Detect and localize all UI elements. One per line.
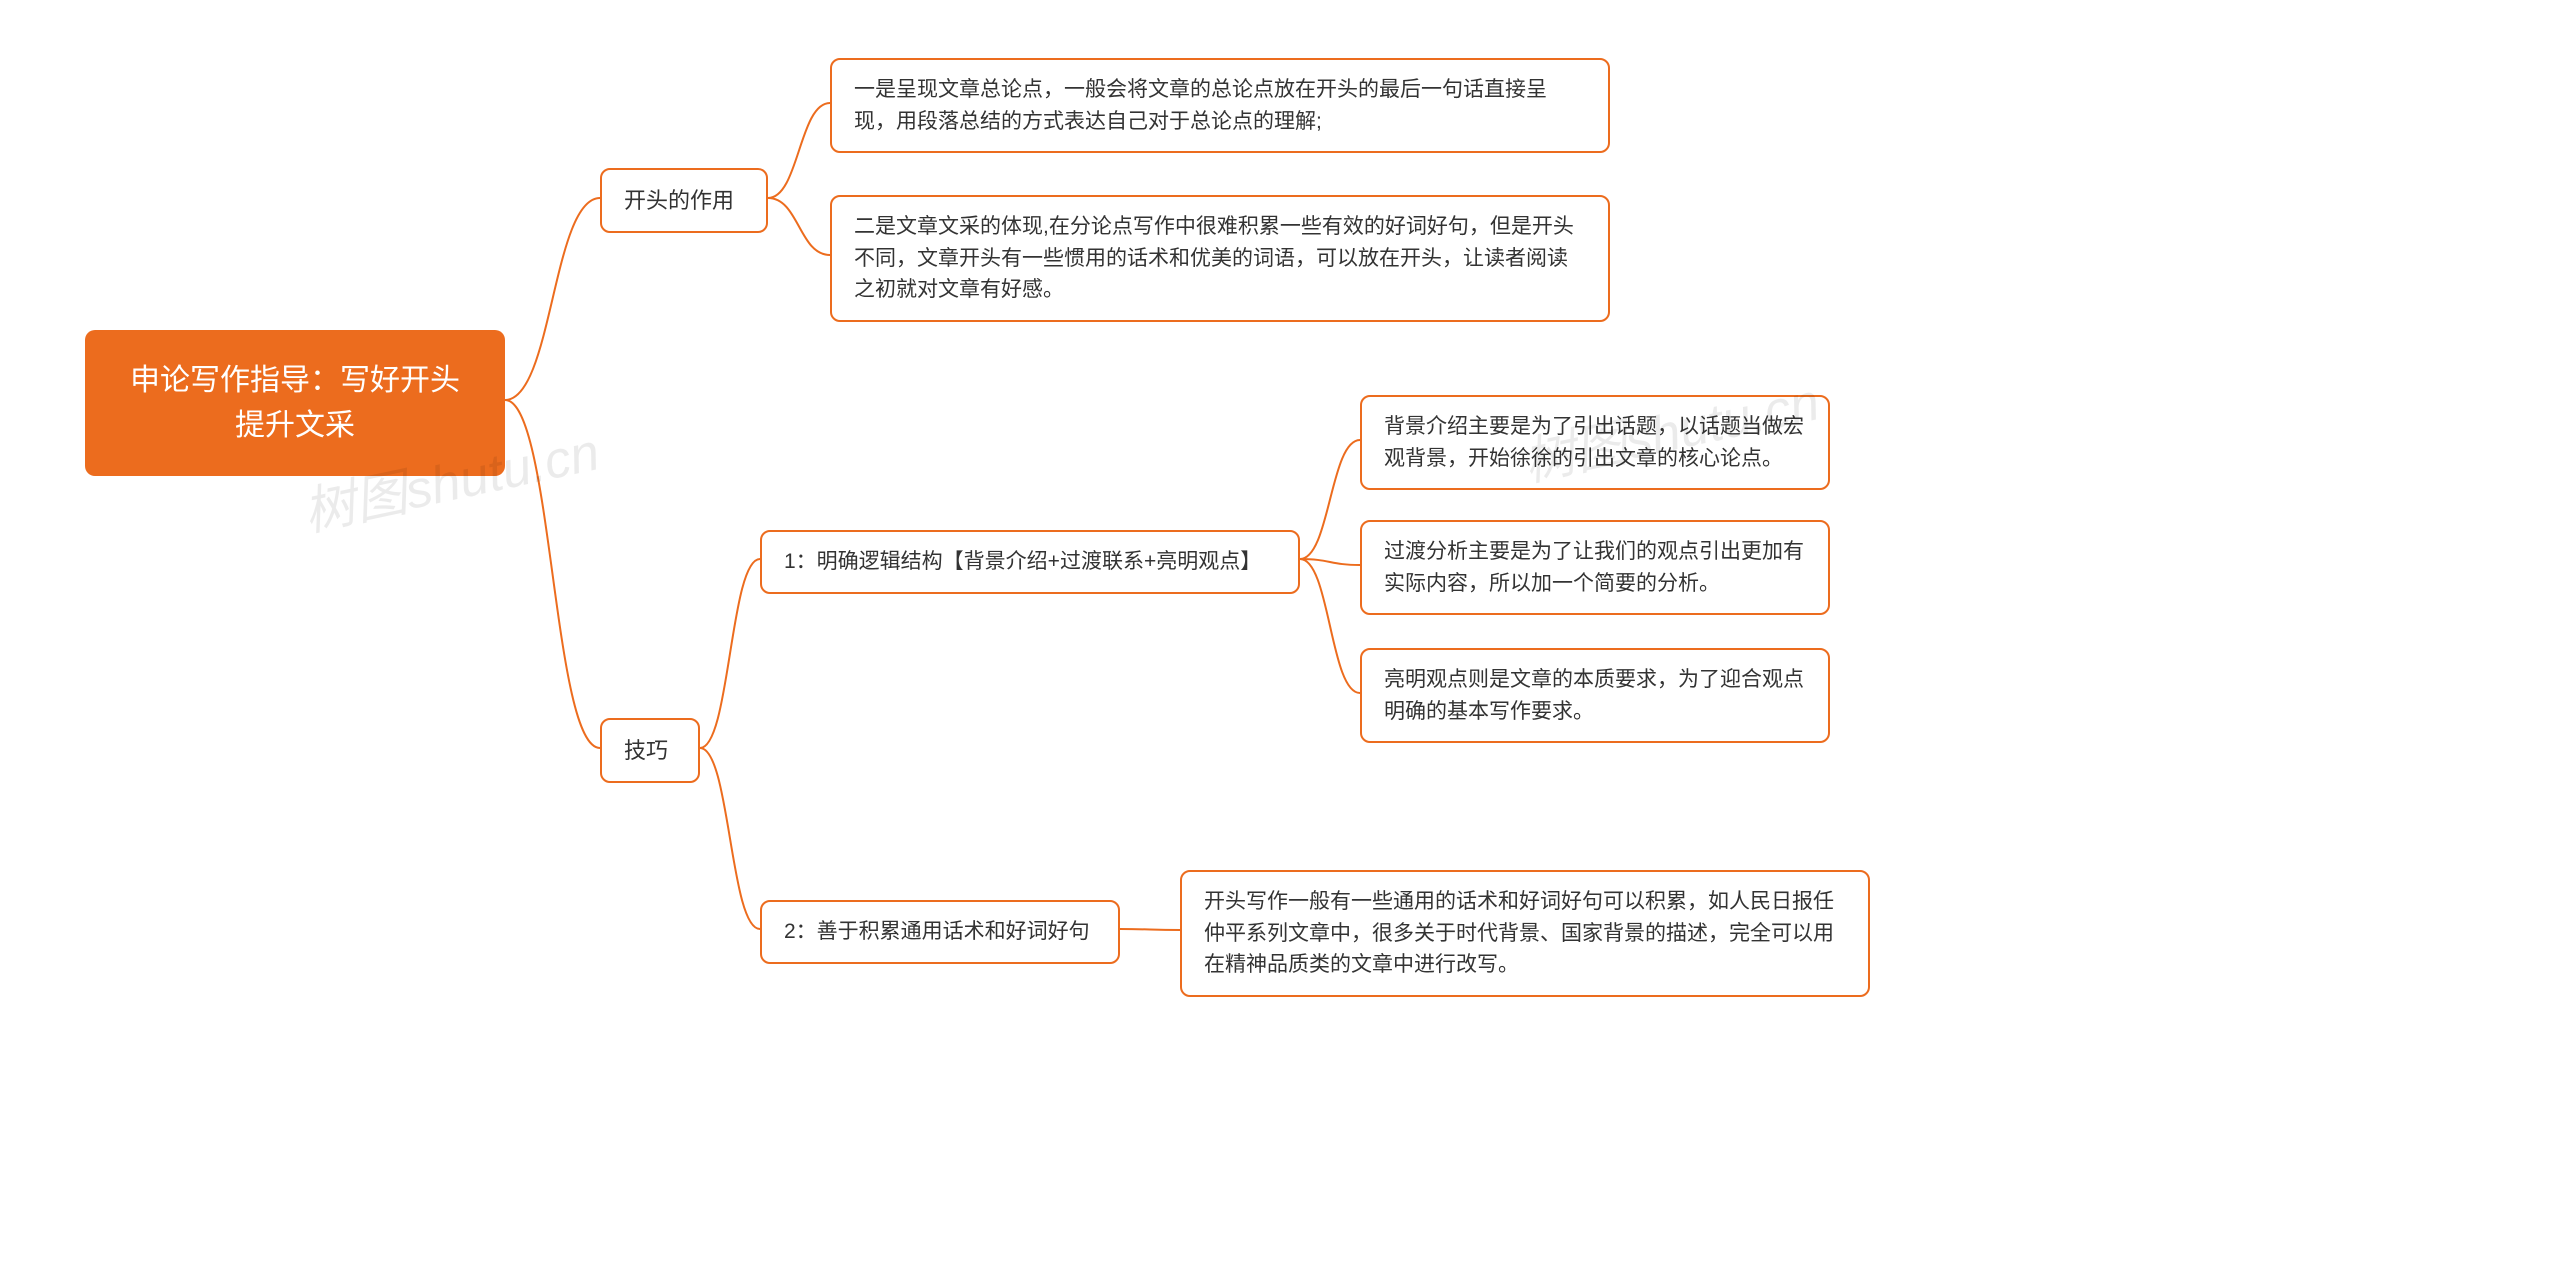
leaf-label: 一是呈现文章总论点，一般会将文章的总论点放在开头的最后一句话直接呈现，用段落总结…	[854, 74, 1586, 137]
leaf-background-intro: 背景介绍主要是为了引出话题，以话题当做宏观背景，开始徐徐的引出文章的核心论点。	[1360, 395, 1830, 490]
leaf-label: 亮明观点则是文章的本质要求，为了迎合观点明确的基本写作要求。	[1384, 664, 1806, 727]
branch-label: 开头的作用	[624, 184, 734, 217]
leaf-transition-analysis: 过渡分析主要是为了让我们的观点引出更加有实际内容，所以加一个简要的分析。	[1360, 520, 1830, 615]
subbranch-logic-structure: 1：明确逻辑结构【背景介绍+过渡联系+亮明观点】	[760, 530, 1300, 594]
mindmap-root: 申论写作指导：写好开头提升文采	[85, 330, 505, 476]
branch-opening-role: 开头的作用	[600, 168, 768, 233]
connector-layer	[0, 0, 2560, 1272]
branch-skills: 技巧	[600, 718, 700, 783]
branch-label: 技巧	[624, 734, 668, 767]
subbranch-accumulate-phrases: 2：善于积累通用话术和好词好句	[760, 900, 1120, 964]
leaf-opening-role-1: 一是呈现文章总论点，一般会将文章的总论点放在开头的最后一句话直接呈现，用段落总结…	[830, 58, 1610, 153]
leaf-opening-role-2: 二是文章文采的体现,在分论点写作中很难积累一些有效的好词好句，但是开头不同，文章…	[830, 195, 1610, 322]
root-label: 申论写作指导：写好开头提升文采	[130, 358, 460, 448]
leaf-accumulate-detail: 开头写作一般有一些通用的话术和好词好句可以积累，如人民日报任仲平系列文章中，很多…	[1180, 870, 1870, 997]
leaf-label: 过渡分析主要是为了让我们的观点引出更加有实际内容，所以加一个简要的分析。	[1384, 536, 1806, 599]
leaf-label: 2：善于积累通用话术和好词好句	[784, 916, 1090, 948]
leaf-label: 1：明确逻辑结构【背景介绍+过渡联系+亮明观点】	[784, 546, 1261, 578]
leaf-label: 二是文章文采的体现,在分论点写作中很难积累一些有效的好词好句，但是开头不同，文章…	[854, 211, 1586, 306]
leaf-label: 背景介绍主要是为了引出话题，以话题当做宏观背景，开始徐徐的引出文章的核心论点。	[1384, 411, 1806, 474]
leaf-label: 开头写作一般有一些通用的话术和好词好句可以积累，如人民日报任仲平系列文章中，很多…	[1204, 886, 1846, 981]
leaf-clear-viewpoint: 亮明观点则是文章的本质要求，为了迎合观点明确的基本写作要求。	[1360, 648, 1830, 743]
